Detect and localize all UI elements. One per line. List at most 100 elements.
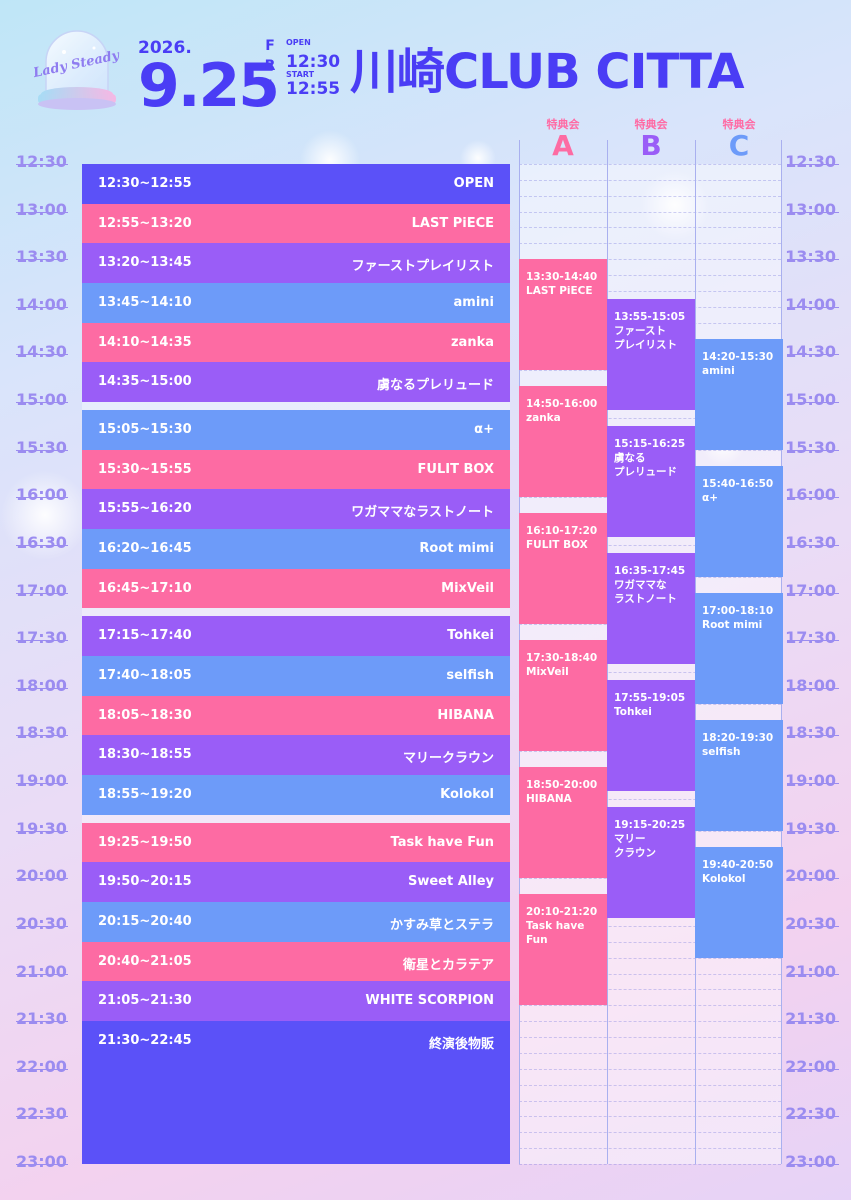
benefit-column-label: 特典会 — [611, 116, 691, 132]
grid-line — [519, 417, 781, 419]
benefit-performer: selfish — [702, 745, 741, 758]
schedule-slot: 21:05~21:30 WHITE SCORPION — [82, 981, 510, 1022]
time-label: 16:00 — [16, 485, 67, 505]
time-tick — [787, 925, 839, 927]
time-tick — [787, 1021, 839, 1023]
benefit-performer: MixVeil — [526, 666, 569, 679]
time-label: 22:30 — [16, 1104, 67, 1124]
benefit-time: 17:00-18:10 — [702, 604, 774, 617]
time-tick — [16, 1021, 68, 1023]
grid-line — [519, 1132, 781, 1134]
time-label: 22:30 — [785, 1104, 836, 1124]
benefit-slot: 16:10-17:20 FULIT BOX — [519, 513, 607, 625]
time-tick — [787, 640, 839, 642]
grid-line — [519, 989, 781, 991]
slot-time: 13:45~14:10 — [98, 295, 192, 311]
time-label: 19:00 — [16, 771, 67, 791]
grid-line — [519, 179, 781, 181]
time-tick — [787, 1116, 839, 1118]
time-tick — [787, 592, 839, 594]
benefit-slot: 15:15-16:25 虜なる プレリュード — [607, 425, 695, 537]
benefit-slot: 19:40-20:50 Kolokol — [695, 846, 783, 958]
time-tick — [787, 735, 839, 737]
benefit-slot: 18:50-20:00 HIBANA — [519, 767, 607, 879]
slot-time: 19:50~20:15 — [98, 874, 192, 890]
time-label: 16:30 — [16, 532, 67, 552]
schedule-slot: 16:20~16:45 Root mimi — [82, 529, 510, 569]
benefit-slot: 16:35-17:45 ワガママな ラストノート — [607, 552, 695, 664]
schedule-slot: 17:15~17:40 Tohkei — [82, 616, 510, 657]
time-label: 13:30 — [16, 247, 67, 267]
time-label: 20:30 — [16, 913, 67, 933]
time-label: 21:00 — [785, 961, 836, 981]
benefit-column-letter: A — [552, 129, 574, 162]
weekday-letter: R — [264, 58, 276, 74]
time-label: 13:00 — [785, 199, 836, 219]
schedule-slot: 14:10~14:35 zanka — [82, 322, 510, 363]
time-label: 23:00 — [785, 1152, 836, 1171]
benefit-performer: zanka — [526, 412, 561, 425]
time-tick — [787, 544, 839, 546]
benefit-time: 18:50-20:00 — [526, 779, 598, 792]
slot-performer: selfish — [446, 668, 494, 684]
time-label: 20:00 — [785, 866, 836, 886]
grid-line — [519, 164, 781, 165]
slot-performer: HIBANA — [437, 707, 494, 723]
grid-line — [519, 1052, 781, 1054]
benefit-time: 19:15-20:25 — [614, 818, 686, 831]
slot-time: 17:15~17:40 — [98, 628, 192, 644]
benefit-slot: 20:10-21:20 Task have Fun — [519, 894, 607, 1006]
benefit-slot: 17:00-18:10 Root mimi — [695, 592, 783, 704]
slot-performer: Kolokol — [440, 787, 494, 803]
benefit-performer: マリー クラウン — [614, 832, 656, 859]
time-label: 14:30 — [16, 342, 67, 362]
time-tick — [16, 783, 68, 785]
grid-line — [519, 259, 781, 261]
time-tick — [787, 164, 839, 165]
slot-performer: α+ — [474, 422, 494, 438]
slot-time: 13:20~13:45 — [98, 255, 192, 271]
slot-performer: 終演後物販 — [428, 1037, 494, 1053]
schedule-slot: 20:40~21:05 衛星とカラテア — [82, 941, 510, 982]
time-label: 13:30 — [785, 247, 836, 267]
grid-line — [519, 941, 781, 943]
schedule-slot: 15:05~15:30 α+ — [82, 410, 510, 450]
benefit-label-text: 特典会 — [722, 118, 756, 131]
benefit-performer: Root mimi — [702, 618, 763, 631]
slot-time: 19:25~19:50 — [98, 834, 192, 850]
benefit-slot: 17:55-19:05 Tohkei — [607, 679, 695, 791]
time-tick — [787, 783, 839, 785]
slot-performer: Root mimi — [419, 541, 494, 557]
time-tick — [787, 497, 839, 499]
slot-performer: amini — [453, 295, 495, 311]
schedule-slot: 15:55~16:20 ワガママなラストノート — [82, 489, 510, 530]
time-label: 22:00 — [785, 1056, 836, 1076]
schedule-slot: 20:15~20:40 かすみ草とステラ — [82, 902, 510, 942]
venue-name: 川崎CLUB CITTA — [350, 44, 744, 100]
slot-performer: 虜なるプレリュード — [376, 378, 494, 394]
time-tick — [787, 449, 839, 451]
time-tick — [16, 592, 68, 594]
time-label: 21:00 — [16, 961, 67, 981]
time-tick — [787, 259, 839, 261]
benefit-slot: 14:20-15:30 amini — [695, 338, 783, 450]
benefit-time: 17:55-19:05 — [614, 691, 686, 704]
benefit-slot: 14:50-16:00 zanka — [519, 386, 607, 498]
benefit-performer: 虜なる プレリュード — [614, 451, 677, 478]
grid-line — [519, 925, 781, 927]
grid-line — [519, 1084, 781, 1086]
time-label: 17:30 — [16, 628, 67, 648]
benefit-time: 13:55-15:05 — [614, 310, 686, 323]
benefit-slot: 17:30-18:40 MixVeil — [519, 640, 607, 752]
benefit-performer: FULIT BOX — [526, 539, 588, 552]
time-tick — [16, 973, 68, 975]
slot-performer: zanka — [450, 334, 494, 350]
schedule-slot: 12:55~13:20 LAST PiECE — [82, 203, 510, 244]
benefit-performer: Kolokol — [702, 872, 746, 885]
benefit-label-text: 特典会 — [546, 118, 580, 131]
schedule-slot: 21:30~22:45 終演後物販 — [82, 1021, 510, 1164]
benefit-time: 14:20-15:30 — [702, 350, 774, 363]
benefit-time: 16:35-17:45 — [614, 564, 686, 577]
time-label: 15:30 — [16, 437, 67, 457]
weekday-letter: F — [265, 38, 275, 54]
